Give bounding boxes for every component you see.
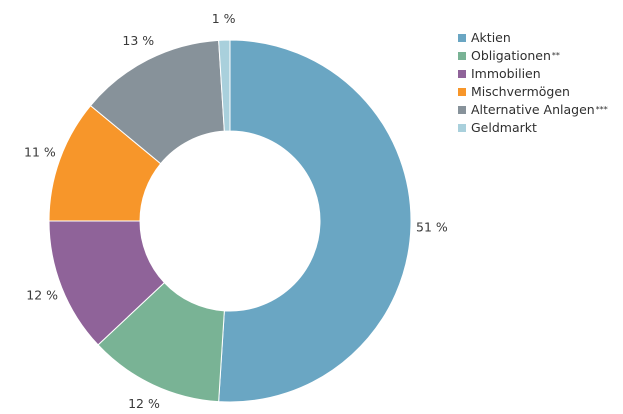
legend-item-mischverm-gen: Mischvermögen: [458, 83, 608, 101]
legend-label: Aktien: [471, 30, 511, 45]
legend-label: Immobilien: [471, 66, 541, 81]
slice-label-geldmarkt: 1 %: [212, 11, 236, 26]
legend-swatch: [458, 70, 466, 78]
legend-label: Mischvermögen: [471, 84, 570, 99]
donut-slices: [48, 39, 412, 403]
legend-item-aktien: Aktien: [458, 29, 608, 47]
slice-label-immobilien: 12 %: [26, 287, 58, 302]
legend-swatch: [458, 88, 466, 96]
slice-label-mischverm-gen: 11 %: [24, 145, 56, 160]
slice-aktien: [218, 39, 412, 403]
legend-swatch: [458, 106, 466, 114]
slice-label-alternative-anlagen: 13 %: [122, 33, 154, 48]
legend-item-geldmarkt: Geldmarkt: [458, 119, 608, 137]
slice-label-aktien: 51 %: [416, 219, 448, 234]
slice-labels: 51 % 12 % 12 % 11 % 13 % 1 %: [24, 11, 448, 411]
legend-label: Geldmarkt: [471, 120, 537, 135]
legend-label: Obligationen: [471, 48, 551, 63]
chart-legend: Aktien Obligationen ** Immobilien Mischvermö…: [458, 29, 608, 137]
legend-item-alternative-anlagen: Alternative Anlagen ***: [458, 101, 608, 119]
legend-swatch: [458, 124, 466, 132]
legend-footnote-mark: **: [551, 51, 560, 60]
legend-footnote-mark: ***: [595, 105, 608, 114]
legend-item-immobilien: Immobilien: [458, 65, 608, 83]
legend-label: Alternative Anlagen: [471, 102, 595, 117]
legend-item-obligationen: Obligationen **: [458, 47, 608, 65]
slice-label-obligationen: 12 %: [128, 396, 160, 411]
legend-swatch: [458, 34, 466, 42]
legend-swatch: [458, 52, 466, 60]
slice-geldmarkt: [218, 39, 231, 132]
